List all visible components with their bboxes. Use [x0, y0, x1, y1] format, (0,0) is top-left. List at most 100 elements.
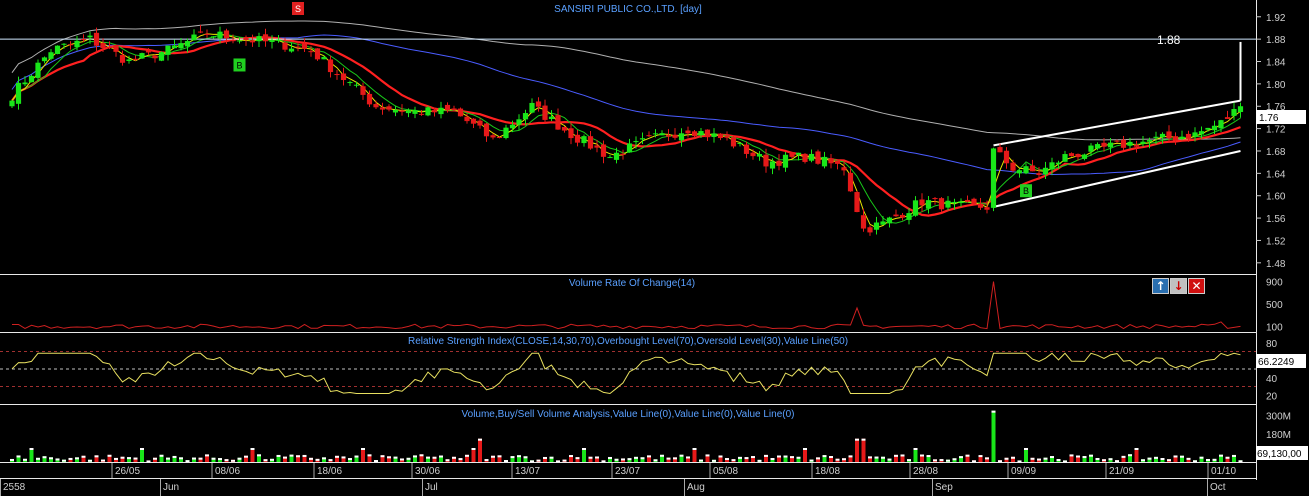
month-tick-label: Aug [687, 482, 705, 493]
candle-body [139, 53, 145, 59]
candle-body [750, 152, 756, 157]
candle-body [1140, 141, 1146, 144]
candle-body [399, 110, 405, 112]
volume-bar-cap [699, 459, 703, 462]
volume-bar-cap [296, 455, 300, 458]
candle-body [230, 39, 236, 42]
volume-bar [1076, 455, 1080, 462]
candle-body [925, 200, 932, 209]
volume-bar-cap [894, 454, 898, 457]
ma-long-line [11, 34, 1241, 176]
candle-body [360, 86, 366, 95]
volume-bar [822, 455, 827, 462]
volume-bar-cap [1193, 460, 1197, 463]
panel-close-button[interactable]: ✕ [1188, 278, 1205, 294]
volume-bar-cap [920, 454, 924, 457]
volume-bar-cap [504, 460, 508, 463]
volume-bar [640, 457, 645, 462]
panel-down-button[interactable]: ↓ [1170, 278, 1187, 294]
volume-bar [1128, 454, 1132, 462]
volume-bar-cap [985, 457, 989, 460]
volume-bar-cap [413, 455, 417, 458]
volume-bar-cap [530, 460, 534, 463]
candle-body [912, 200, 919, 216]
candle-body [698, 131, 704, 136]
price-current-box [1256, 110, 1306, 124]
volume-bar-cap [1219, 454, 1223, 457]
volume-bar [660, 454, 664, 462]
candle-body [438, 107, 444, 115]
signal-label: S [295, 4, 301, 14]
date-tick-label: 01/10 [1211, 466, 1236, 477]
volume-bar-cap [842, 458, 846, 461]
candle-body [236, 40, 243, 42]
volume-bar-cap [1238, 460, 1243, 463]
candle-body [327, 59, 334, 73]
date-tick-label: 18/06 [317, 466, 342, 477]
candle-body [568, 128, 574, 139]
volume-bar [198, 457, 203, 462]
candle-body [834, 160, 841, 164]
signal-label: B [236, 60, 242, 70]
volume-bar-cap [1212, 458, 1217, 461]
volume-bar-cap [250, 448, 255, 450]
rsi-tick-label: 40 [1266, 374, 1278, 385]
volume-title: Volume,Buy/Sell Volume Analysis,Value Li… [462, 409, 795, 420]
price-tick-label: 1.52 [1266, 236, 1286, 247]
volume-bar-cap [1167, 459, 1171, 462]
volume-bar [608, 456, 612, 462]
volume-bar [868, 456, 872, 462]
candle-body [126, 59, 132, 62]
volume-bar [36, 457, 40, 462]
candle-body [1192, 132, 1198, 137]
volume-bar [406, 457, 411, 462]
volume-bar-cap [432, 456, 437, 459]
volume-tick-label: 180M [1266, 430, 1291, 441]
volume-bar-cap [1082, 456, 1087, 459]
panel-up-button[interactable]: ↑ [1152, 278, 1169, 294]
candle-body [724, 135, 730, 138]
volume-bar [42, 456, 47, 462]
volume-bar [29, 448, 34, 462]
candle-body [41, 57, 48, 62]
volume-bar-cap [471, 448, 476, 450]
volume-bar [1082, 456, 1087, 462]
volume-bar-cap [848, 455, 853, 458]
candle-body [1081, 154, 1088, 159]
candle-body [80, 38, 87, 40]
candle-body [347, 82, 353, 84]
candle-body [685, 130, 691, 134]
volume-bar-cap [673, 457, 677, 460]
volume-bar-cap [991, 410, 996, 413]
volume-bar [140, 448, 144, 462]
volume-bar [1050, 456, 1054, 462]
ma-very-long-line [11, 20, 1241, 141]
buy-signal [1020, 184, 1032, 198]
volume-bar [426, 456, 430, 462]
volume-tick-label: 300M [1266, 411, 1291, 422]
volume-bar [965, 454, 970, 462]
candle-body [288, 48, 295, 52]
candle-body [353, 84, 360, 86]
volume-bar [816, 457, 820, 462]
candle-body [1120, 139, 1127, 148]
candle-body [529, 102, 535, 113]
candle-body [334, 74, 340, 76]
volume-bar-cap [322, 457, 326, 460]
volume-bar-cap [933, 459, 937, 462]
volume-bar-cap [192, 457, 196, 460]
candle-body [113, 44, 119, 52]
vroc-title: Volume Rate Of Change(14) [569, 278, 695, 289]
price-tick-label: 1.92 [1266, 13, 1286, 24]
volume-bar-cap [127, 457, 131, 460]
candle-body [503, 127, 509, 139]
volume-bar [1011, 456, 1015, 462]
volume-bar [829, 456, 833, 462]
volume-bar-cap [497, 455, 502, 458]
candle-body [620, 153, 626, 156]
volume-bar-cap [1232, 454, 1236, 457]
volume-bar-cap [1173, 455, 1178, 458]
volume-bar-cap [913, 448, 918, 450]
candle-body [509, 124, 516, 129]
candle-body [821, 156, 828, 167]
